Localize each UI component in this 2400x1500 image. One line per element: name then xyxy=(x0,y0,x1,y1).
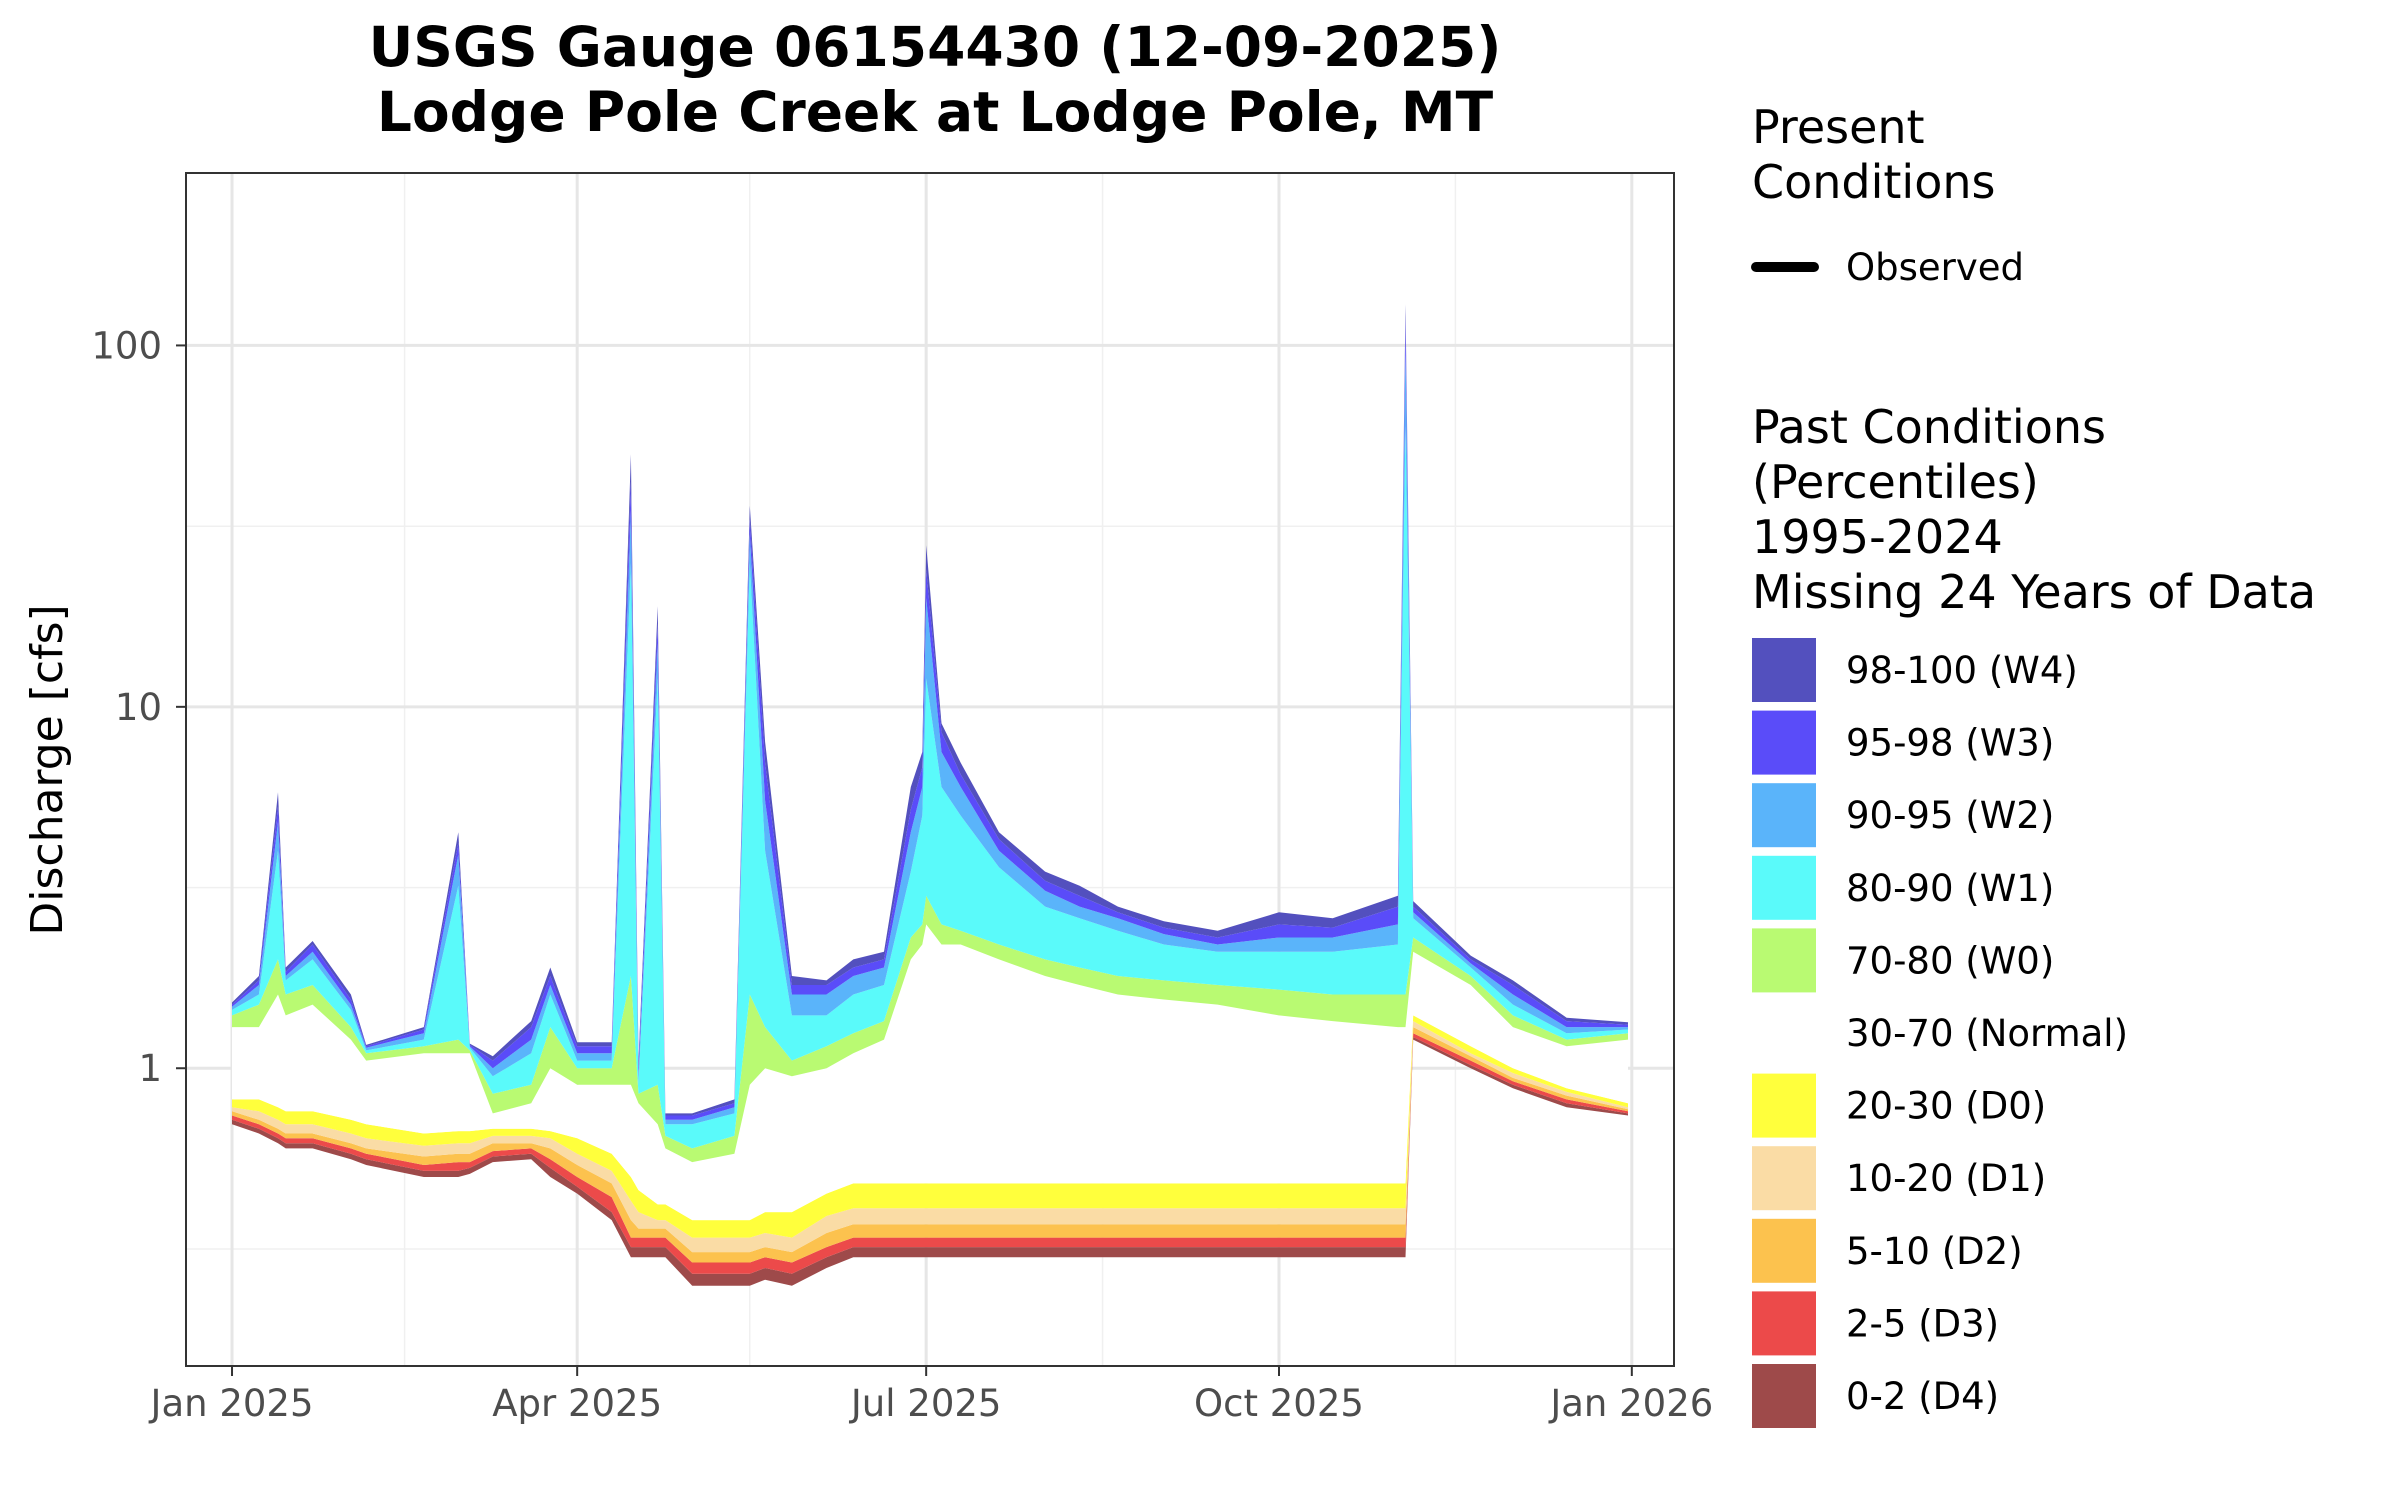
chart-subtitle: Lodge Pole Creek at Lodge Pole, MT xyxy=(377,80,1494,144)
legend-swatch xyxy=(1752,1146,1816,1211)
percentile-bands xyxy=(232,304,1628,1286)
legend-swatch xyxy=(1752,1073,1816,1138)
x-tick-label: Jul 2025 xyxy=(849,1382,1002,1425)
x-tick-label: Oct 2025 xyxy=(1194,1382,1364,1425)
plot-border xyxy=(185,172,1675,1367)
legend-swatch xyxy=(1752,710,1816,775)
legend-swatch xyxy=(1752,783,1816,848)
legend-swatch xyxy=(1752,928,1816,993)
band-2-5-d3- xyxy=(232,1033,1628,1274)
legend-item-label: 20-30 (D0) xyxy=(1846,1085,2046,1128)
y-tick-label: 100 xyxy=(91,324,162,367)
legend-past-title-line1: Past Conditions xyxy=(1752,400,2106,454)
legend-past-title-line3: 1995-2024 xyxy=(1752,510,2003,564)
legend-item-label: 90-95 (W2) xyxy=(1846,794,2054,837)
legend-item-label: 30-70 (Normal) xyxy=(1846,1012,2128,1055)
y-axis: 1 10 100 xyxy=(91,324,186,1090)
legend-swatch xyxy=(1752,1218,1816,1283)
y-tick-label: 10 xyxy=(115,686,162,729)
legend-present: Present Conditions Observed xyxy=(1751,100,2024,289)
legend-swatch xyxy=(1752,1364,1816,1428)
legend-item-label: 95-98 (W3) xyxy=(1846,722,2054,765)
legend-item-label: 70-80 (W0) xyxy=(1846,939,2054,982)
legend-item-label: 2-5 (D3) xyxy=(1846,1302,1999,1345)
legend-item-label: 80-90 (W1) xyxy=(1846,867,2054,910)
y-tick-label: 1 xyxy=(138,1047,162,1090)
x-tick-label: Jan 2025 xyxy=(149,1382,314,1425)
x-tick-label: Apr 2025 xyxy=(492,1382,662,1425)
x-axis: Jan 2025 Apr 2025 Jul 2025 Oct 2025 Jan 2026 xyxy=(149,1366,1713,1425)
band-10-20-d1- xyxy=(232,1021,1628,1253)
legend-item-label: 98-100 (W4) xyxy=(1846,649,2078,692)
legend-item-label: 0-2 (D4) xyxy=(1846,1375,1999,1418)
legend-past-title-line4: Missing 24 Years of Data xyxy=(1752,565,2316,619)
band-30-70-normal- xyxy=(232,924,1628,1221)
legend-items: 98-100 (W4) 95-98 (W3) 90-95 (W2) 80-90 (W1… xyxy=(1752,638,2128,1428)
legend-past-title-line2: (Percentiles) xyxy=(1752,455,2039,509)
legend-past: Past Conditions (Percentiles) 1995-2024 … xyxy=(1752,400,2316,1428)
band-5-10-d2- xyxy=(232,1027,1628,1263)
chart-title: USGS Gauge 06154430 (12-09-2025) xyxy=(369,15,1502,79)
y-axis-label: Discharge [cfs] xyxy=(22,604,73,935)
band-20-30-d0- xyxy=(232,1015,1628,1238)
legend-swatch xyxy=(1752,1291,1816,1356)
legend-swatch xyxy=(1752,638,1816,702)
legend-swatch xyxy=(1752,1001,1816,1065)
legend-item-label: 5-10 (D2) xyxy=(1846,1230,2023,1273)
legend-present-title-line1: Present xyxy=(1752,100,1925,154)
legend-present-title-line2: Conditions xyxy=(1752,155,1995,209)
x-tick-label: Jan 2026 xyxy=(1548,1382,1713,1425)
legend-swatch xyxy=(1752,855,1816,920)
band-80-90-w1- xyxy=(232,425,1628,1149)
legend-observed-label: Observed xyxy=(1846,246,2024,289)
legend-item-label: 10-20 (D1) xyxy=(1846,1157,2046,1200)
band-98-100-w4- xyxy=(232,304,1628,1116)
